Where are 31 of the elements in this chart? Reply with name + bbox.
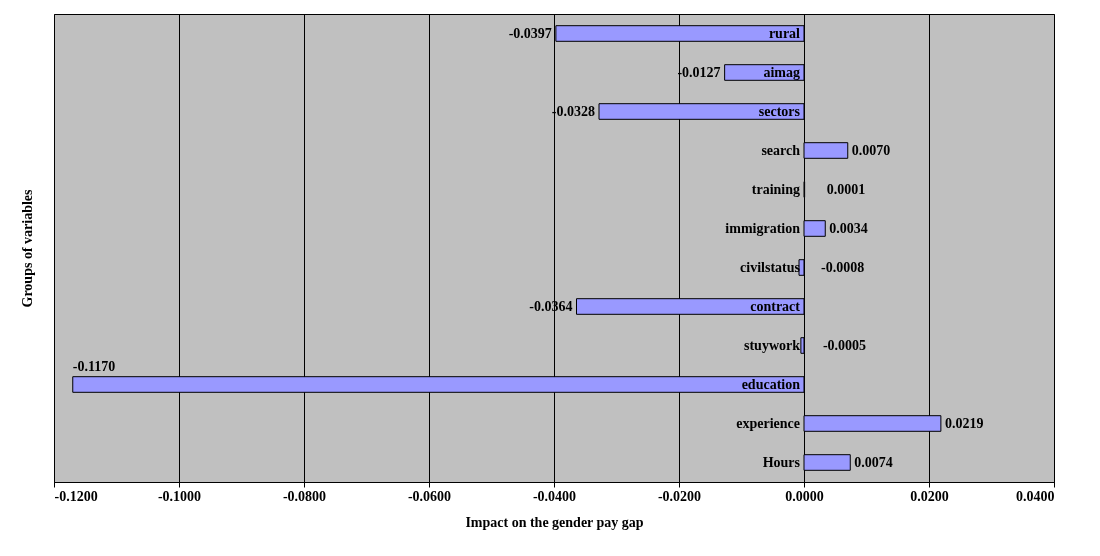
- x-tick-label: -0.1200: [54, 488, 98, 504]
- y-tick-label: sectors: [758, 103, 801, 119]
- x-axis-title: Impact on the gender pay gap: [465, 514, 644, 530]
- y-tick-label: contract: [750, 298, 801, 314]
- data-label: 0.0219: [944, 415, 984, 431]
- data-label: -0.1170: [72, 358, 116, 374]
- y-tick-label: search: [761, 142, 801, 158]
- data-label: 0.0074: [854, 454, 893, 470]
- x-tick-label: -0.1000: [157, 488, 202, 504]
- x-tick-label: 0.0400: [1016, 488, 1055, 504]
- y-tick-label: education: [741, 376, 801, 392]
- y-tick-label: stuywork: [743, 337, 801, 353]
- x-tick-label: -0.0400: [532, 488, 577, 504]
- x-tick-label: -0.0200: [657, 488, 702, 504]
- x-tick-label: -0.0600: [407, 488, 452, 504]
- y-tick-label: training: [751, 181, 800, 197]
- data-label: 0.0001: [826, 181, 866, 197]
- data-label: 0.0070: [851, 142, 891, 158]
- x-tick-label: 0.0000: [785, 488, 824, 504]
- x-tick-label: -0.0800: [282, 488, 327, 504]
- y-axis-title: Groups of variables: [19, 188, 35, 308]
- data-label: -0.0008: [821, 259, 865, 275]
- y-tick-label: immigration: [725, 220, 801, 236]
- y-tick-label: Hours: [762, 454, 801, 470]
- data-label: 0.0034: [829, 220, 868, 236]
- y-tick-label: aimag: [763, 64, 800, 80]
- data-label: -0.0397: [508, 25, 552, 41]
- data-label: -0.0005: [822, 337, 867, 353]
- y-tick-label: rural: [768, 25, 801, 41]
- y-tick-label: experience: [736, 415, 800, 431]
- x-tick-label: 0.0200: [910, 488, 949, 504]
